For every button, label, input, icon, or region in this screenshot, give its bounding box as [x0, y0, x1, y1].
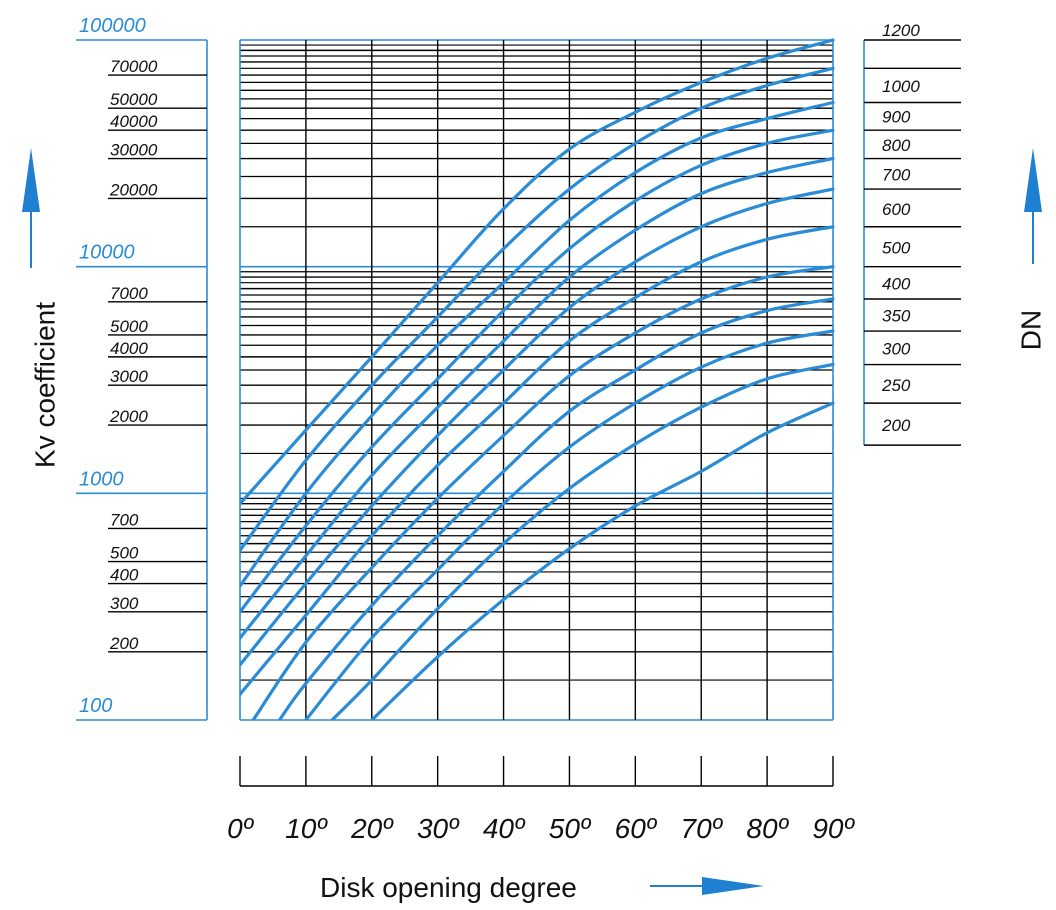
x-tick-label: 60º [615, 813, 658, 844]
x-tick-label: 80º [746, 813, 789, 844]
kv-minor-label: 200 [109, 634, 139, 653]
dn-label: 900 [882, 108, 911, 127]
kv-minor-label: 70000 [110, 57, 158, 76]
kv-decade-label: 10000 [79, 242, 135, 264]
dn-label: 200 [881, 416, 911, 435]
curves [240, 38, 835, 720]
kv-minor-label: 300 [110, 594, 139, 613]
dn-arrow [1024, 148, 1042, 264]
x-tick-label: 90º [812, 813, 855, 844]
curve-dn-900 [240, 100, 835, 588]
kv-minor-label: 700 [110, 510, 139, 529]
grid [239, 39, 834, 721]
curve-dn-500 [240, 225, 835, 696]
y-axis-title-group: Kv coefficient [29, 302, 60, 468]
x-axis-title: Disk opening degree [320, 872, 577, 903]
dn-label: 500 [882, 239, 911, 258]
y-arrow-head [22, 148, 40, 212]
kv-minor-label: 5000 [110, 317, 148, 336]
dn-label: 250 [881, 376, 911, 395]
dn-scale: 1200 1000 900 800 700 600 500 400 350 300 250 200 [863, 21, 961, 446]
x-tick-label: 50º [549, 813, 592, 844]
kv-minor-label: 2000 [109, 407, 148, 426]
x-tick-label: 10º [285, 813, 328, 844]
x-tick-label: 30º [417, 813, 460, 844]
dn-label: 600 [882, 200, 911, 219]
dn-label: 800 [882, 136, 911, 155]
kv-scale: 100 1000 10000 100000 200 300 400 500 700 2000 300… [76, 15, 208, 721]
curve-dn-700 [240, 156, 835, 640]
kv-minor-label: 400 [110, 566, 139, 585]
y-arrow [22, 148, 40, 268]
kv-decade-label: 100 [79, 695, 112, 717]
dn-title: DN [1015, 310, 1046, 350]
kv-minor-label: 3000 [110, 367, 148, 386]
kv-minor-label: 20000 [109, 180, 158, 199]
kv-minor-label: 30000 [110, 141, 158, 160]
curve-dn-300 [304, 329, 835, 720]
y-axis-title: Kv coefficient [29, 302, 60, 468]
dn-title-group: DN [1015, 310, 1046, 350]
x-tick-label: 0º [227, 813, 255, 844]
kv-minor-label: 500 [110, 544, 139, 563]
x-arrow-head [702, 877, 764, 895]
curve-dn-400 [251, 265, 835, 720]
curve-dn-250 [330, 362, 835, 720]
dn-label: 1200 [882, 21, 920, 40]
dn-label: 400 [882, 274, 911, 293]
kv-decade-label: 100000 [79, 15, 146, 37]
curve-dn-1000 [240, 66, 835, 552]
x-axis: 0º 10º 20º 30º 40º 50º 60º 70º 80º 90º [227, 756, 855, 844]
dn-label: 1000 [882, 77, 920, 96]
dn-label: 300 [882, 339, 911, 358]
x-tick-label: 40º [483, 813, 526, 844]
x-tick-label: 70º [681, 813, 724, 844]
x-arrow [650, 877, 764, 895]
kv-minor-label: 40000 [110, 112, 158, 131]
kv-minor-label: 4000 [110, 339, 148, 358]
kv-minor-label: 50000 [110, 90, 158, 109]
dn-label: 350 [882, 307, 911, 326]
curve-dn-200 [370, 401, 835, 720]
dn-arrow-head [1024, 148, 1042, 212]
curve-dn-600 [240, 187, 835, 667]
curve-dn-800 [240, 128, 835, 614]
kv-decade-label: 1000 [79, 468, 124, 490]
curve-dn-1200 [240, 38, 835, 506]
kv-minor-label: 7000 [110, 284, 148, 303]
x-tick-label: 20º [350, 813, 394, 844]
curve-dn-350 [277, 297, 835, 720]
dn-label: 700 [882, 165, 911, 184]
